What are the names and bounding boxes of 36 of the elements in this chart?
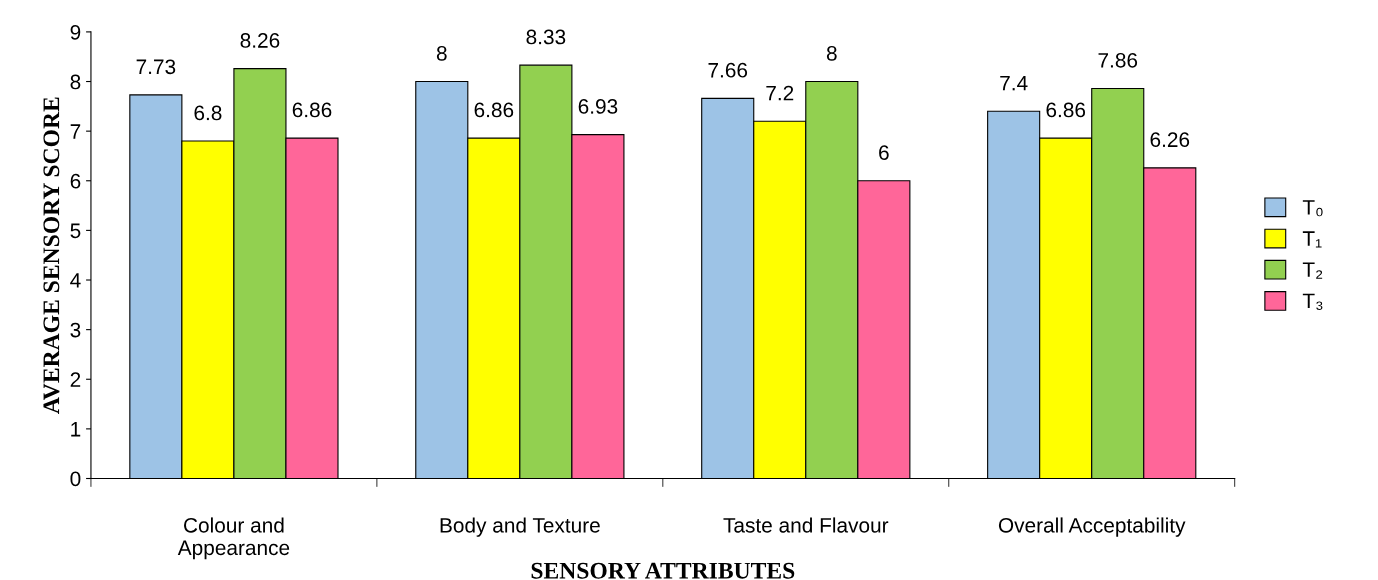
y-tick-label: 4	[70, 273, 81, 288]
legend-label: T₃	[1302, 293, 1323, 310]
data-label: 6.93	[578, 99, 618, 114]
data-label: 6	[879, 145, 889, 160]
data-label: 7.73	[136, 59, 176, 75]
x-tick-label: Overall Acceptability	[998, 517, 1186, 537]
y-axis-title: AVERAGE SENSORY SCORE	[43, 97, 60, 414]
y-tick-label: 2	[70, 372, 81, 387]
y-tick-label: 3	[70, 322, 81, 338]
y-tick-label: 1	[71, 422, 81, 437]
y-tick-label: 0	[70, 471, 81, 487]
data-label: 7.86	[1098, 52, 1138, 68]
data-label: 8	[436, 45, 447, 61]
legend-label: T₀	[1302, 200, 1323, 217]
data-label: 6.86	[1046, 102, 1086, 118]
y-tick-label: 7	[70, 124, 81, 139]
x-tick-label: Body and Texture	[440, 517, 600, 537]
data-label: 6.86	[474, 102, 514, 118]
data-label: 6.26	[1150, 132, 1190, 148]
y-tick-label: 6	[70, 173, 81, 189]
data-label: 8	[826, 45, 837, 61]
x-tick-label: Colour and Appearance	[177, 517, 290, 560]
data-label: 8.26	[240, 33, 280, 48]
y-tick-label: 8	[70, 74, 81, 90]
legend-label: T₁	[1302, 231, 1322, 248]
data-label: 7.2	[766, 85, 794, 101]
data-label: 7.66	[708, 62, 748, 78]
data-label: 6.8	[194, 105, 222, 121]
legend-label: T₂	[1302, 262, 1323, 279]
data-label: 6.86	[292, 102, 332, 118]
data-label: 7.4	[1000, 75, 1028, 91]
y-tick-label: 9	[70, 24, 81, 40]
y-tick-label: 5	[70, 223, 81, 239]
x-axis-title: SENSORY ATTRIBUTES	[531, 562, 795, 579]
data-label: 8.33	[526, 29, 566, 45]
x-tick-label: Taste and Flavour	[723, 517, 889, 533]
